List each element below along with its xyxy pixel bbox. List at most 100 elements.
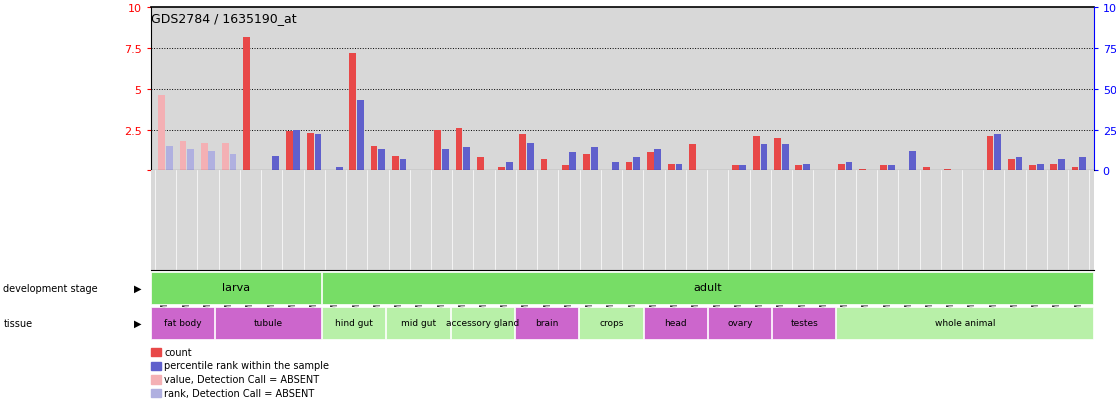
Bar xyxy=(675,164,683,171)
Bar xyxy=(626,163,633,171)
Text: head: head xyxy=(664,318,687,327)
Bar xyxy=(323,307,385,339)
Bar xyxy=(158,96,165,171)
Bar xyxy=(540,159,548,171)
Bar xyxy=(209,151,215,171)
Bar xyxy=(740,166,747,171)
Bar xyxy=(654,150,662,171)
Text: testes: testes xyxy=(790,318,818,327)
Bar xyxy=(633,158,639,171)
Text: count: count xyxy=(164,347,192,357)
Bar xyxy=(378,150,385,171)
Bar xyxy=(315,135,321,171)
Bar xyxy=(477,158,483,171)
Bar xyxy=(579,307,643,339)
Bar xyxy=(498,168,504,171)
Bar xyxy=(386,307,450,339)
Bar xyxy=(463,148,470,171)
Bar xyxy=(708,307,771,339)
Bar xyxy=(859,169,866,171)
Bar xyxy=(506,163,512,171)
Bar xyxy=(243,38,250,171)
Text: percentile rank within the sample: percentile rank within the sample xyxy=(164,361,329,370)
Bar xyxy=(647,153,654,171)
Bar xyxy=(201,143,208,171)
Bar xyxy=(772,307,836,339)
Bar xyxy=(519,135,526,171)
Bar xyxy=(455,128,462,171)
Bar xyxy=(668,164,675,171)
Text: accessory gland: accessory gland xyxy=(446,318,519,327)
Bar xyxy=(230,154,237,171)
Bar xyxy=(1071,168,1078,171)
Bar xyxy=(400,159,406,171)
Bar xyxy=(434,130,441,171)
Bar xyxy=(561,166,569,171)
Text: mid gut: mid gut xyxy=(401,318,436,327)
Text: rank, Detection Call = ABSENT: rank, Detection Call = ABSENT xyxy=(164,388,315,398)
Text: brain: brain xyxy=(536,318,559,327)
Bar xyxy=(910,151,916,171)
Bar xyxy=(187,150,194,171)
Bar xyxy=(451,307,514,339)
Bar xyxy=(1016,158,1022,171)
Bar xyxy=(644,307,706,339)
Bar xyxy=(1050,164,1057,171)
Text: GDS2784 / 1635190_at: GDS2784 / 1635190_at xyxy=(151,12,296,25)
Bar xyxy=(987,137,993,171)
Bar xyxy=(1037,164,1043,171)
Bar xyxy=(151,307,214,339)
Text: tubule: tubule xyxy=(254,318,283,327)
Bar xyxy=(286,132,292,171)
Text: fat body: fat body xyxy=(164,318,202,327)
Bar xyxy=(1079,158,1086,171)
Bar xyxy=(753,137,760,171)
Bar xyxy=(775,138,781,171)
Text: adult: adult xyxy=(693,282,722,292)
Bar xyxy=(994,135,1001,171)
Bar xyxy=(357,101,364,171)
Bar xyxy=(944,169,951,171)
Bar xyxy=(796,166,802,171)
Bar xyxy=(881,166,887,171)
Bar xyxy=(272,156,279,171)
Bar xyxy=(888,166,895,171)
Bar xyxy=(569,153,576,171)
Bar xyxy=(923,168,930,171)
Text: ▶: ▶ xyxy=(134,318,142,328)
Bar xyxy=(527,143,533,171)
Bar xyxy=(442,150,449,171)
Bar xyxy=(180,142,186,171)
Bar xyxy=(323,272,1093,304)
Text: tissue: tissue xyxy=(3,318,32,328)
Bar xyxy=(215,307,321,339)
Bar xyxy=(166,147,173,171)
Text: hind gut: hind gut xyxy=(335,318,373,327)
Bar xyxy=(837,307,1093,339)
Text: value, Detection Call = ABSENT: value, Detection Call = ABSENT xyxy=(164,374,319,384)
Bar xyxy=(371,147,377,171)
Bar xyxy=(222,143,229,171)
Bar xyxy=(612,163,618,171)
Text: crops: crops xyxy=(599,318,624,327)
Bar xyxy=(1058,159,1065,171)
Bar xyxy=(349,54,356,171)
Bar xyxy=(838,164,845,171)
Bar xyxy=(804,164,810,171)
Bar xyxy=(392,156,398,171)
Bar xyxy=(732,166,739,171)
Bar xyxy=(1029,166,1036,171)
Bar xyxy=(514,307,578,339)
Bar xyxy=(294,130,300,171)
Bar xyxy=(307,133,314,171)
Text: larva: larva xyxy=(222,282,250,292)
Bar xyxy=(761,145,768,171)
Bar xyxy=(583,154,590,171)
Bar xyxy=(690,145,696,171)
Text: ovary: ovary xyxy=(728,318,753,327)
Text: development stage: development stage xyxy=(3,283,98,293)
Bar xyxy=(846,163,853,171)
Bar xyxy=(1008,159,1014,171)
Bar xyxy=(336,168,343,171)
Bar xyxy=(782,145,789,171)
